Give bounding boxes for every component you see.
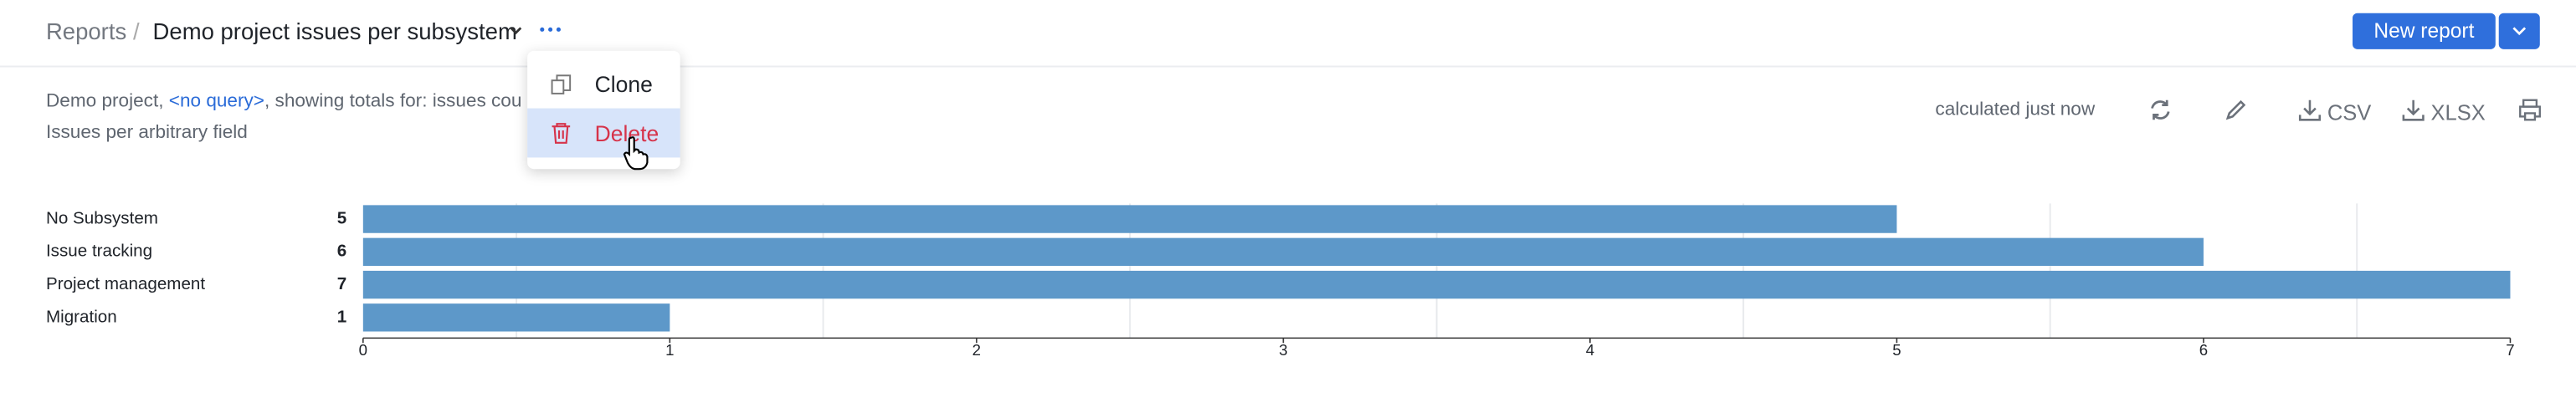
x-tick-label: 1 (665, 341, 674, 359)
report-title[interactable]: Demo project issues per subsystem (152, 18, 517, 45)
x-tick-label: 6 (2199, 341, 2208, 359)
cursor (623, 136, 649, 171)
xlsx-label: XLSX (2430, 99, 2486, 125)
edit-button[interactable] (2223, 97, 2249, 123)
context-menu: Clone Delete (527, 50, 680, 170)
category-label: Project management (46, 274, 205, 293)
x-tick-label: 5 (1892, 341, 1901, 359)
breadcrumb-separator: / (133, 18, 140, 45)
x-tick-label: 0 (359, 341, 367, 359)
more-button[interactable] (537, 22, 563, 38)
x-tick-label: 2 (972, 341, 981, 359)
dropdown-chevron (2512, 27, 2527, 36)
x-tick-label: 7 (2506, 341, 2514, 359)
bar (362, 303, 670, 332)
download-icon (2298, 99, 2322, 121)
menu-item-delete[interactable]: Delete (527, 108, 680, 158)
delete-icon (552, 123, 571, 144)
query-suffix: , showing totals for: issues cou (264, 91, 522, 112)
download-icon (2402, 99, 2425, 121)
bar (362, 237, 2204, 267)
refresh-button[interactable] (2148, 97, 2173, 123)
category-label: Migration (46, 307, 117, 326)
x-tick-label: 3 (1279, 341, 1287, 359)
csv-label: CSV (2327, 99, 2372, 125)
query-prefix: Demo project, (45, 91, 169, 112)
category-label: Issue tracking (46, 242, 152, 261)
value-label: 6 (337, 242, 346, 261)
value-label: 7 (337, 274, 346, 293)
bar (362, 270, 2511, 299)
new-report-button[interactable]: New report (2353, 13, 2496, 49)
menu-item-clone[interactable]: Clone (527, 61, 680, 109)
title-chevron[interactable] (508, 23, 525, 39)
clone-icon (551, 74, 572, 94)
bar (362, 205, 1897, 233)
xlsx-button[interactable]: XLSX (2402, 99, 2486, 125)
category-label: No Subsystem (46, 208, 158, 227)
breadcrumb-root[interactable]: Reports (45, 18, 127, 45)
x-tick-label: 4 (1586, 341, 1594, 359)
csv-button[interactable]: CSV (2298, 99, 2371, 125)
new-report-dropdown[interactable] (2498, 13, 2540, 49)
query-line: Demo project, <no query>, showing totals… (46, 92, 521, 112)
value-label: 1 (337, 307, 346, 326)
header-divider (0, 65, 2576, 68)
value-label: 5 (337, 208, 346, 227)
status: calculated just now (1935, 99, 2096, 120)
menu-item-label: Delete (594, 121, 659, 146)
report-subtitle: Issues per arbitrary field (45, 123, 248, 143)
menu-item-label: Clone (594, 72, 653, 97)
print-button[interactable] (2517, 97, 2543, 123)
query-link[interactable]: <no query> (168, 91, 264, 112)
